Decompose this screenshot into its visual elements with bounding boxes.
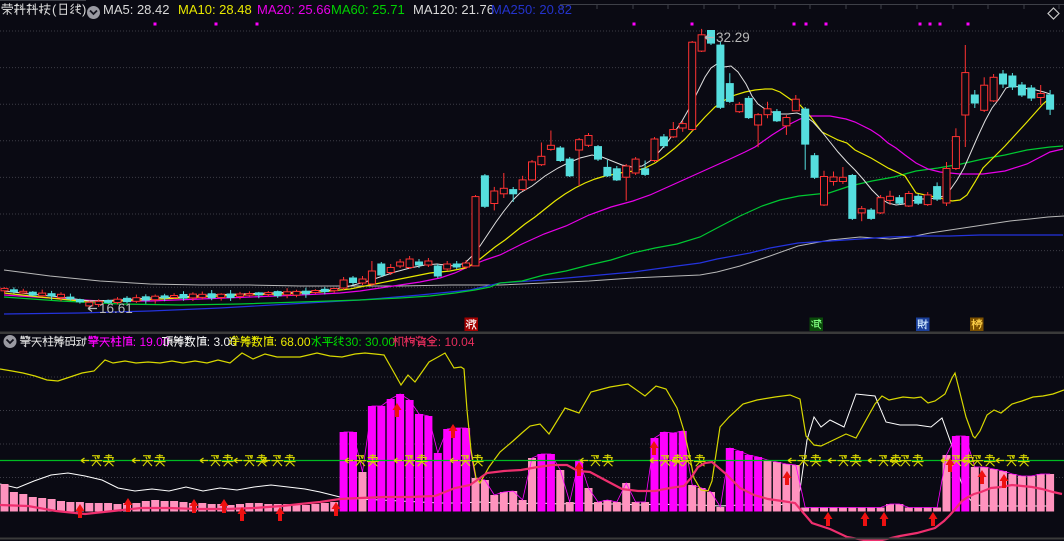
svg-text:): ): [82, 2, 86, 17]
svg-text:MA20: 25.66: MA20: 25.66: [257, 2, 331, 17]
svg-text:32.29: 32.29: [716, 30, 750, 45]
svg-text:: 10.04: : 10.04: [438, 335, 475, 349]
svg-text:: 68.00: : 68.00: [274, 335, 311, 349]
svg-text:MA60: 25.71: MA60: 25.71: [331, 2, 405, 17]
svg-text:MA10: 28.48: MA10: 28.48: [178, 2, 252, 17]
svg-text:MA120: 21.76: MA120: 21.76: [413, 2, 494, 17]
svg-text:: 3.00: : 3.00: [207, 335, 237, 349]
svg-text:16.61: 16.61: [99, 301, 133, 316]
svg-text:MA250: 20.82: MA250: 20.82: [491, 2, 572, 17]
svg-text:(: (: [52, 2, 57, 17]
svg-text:: 19.00: : 19.00: [133, 335, 170, 349]
svg-text:MA5: 28.42: MA5: 28.42: [103, 2, 170, 17]
svg-text:30: 30.00: 30: 30.00: [345, 335, 395, 349]
